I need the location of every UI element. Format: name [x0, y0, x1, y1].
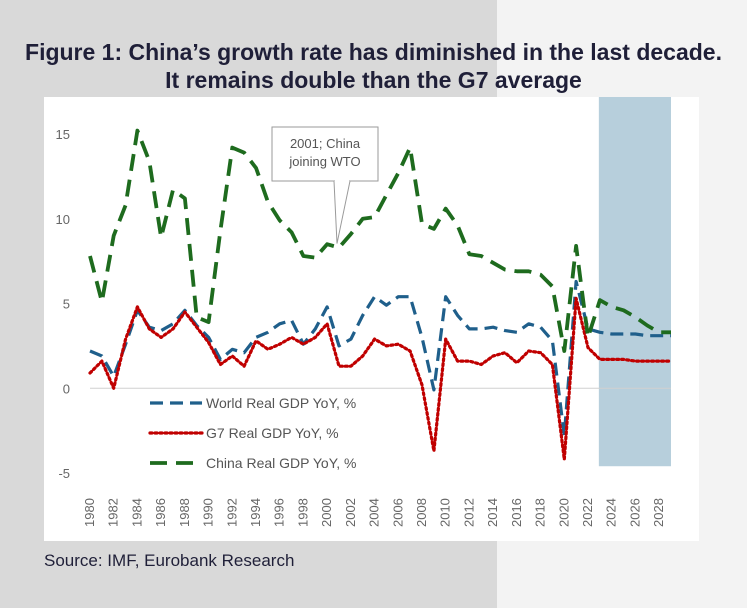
x-tick-label: 2018	[533, 498, 548, 527]
legend-label-world: World Real GDP YoY, %	[206, 395, 356, 411]
annotation-text: joining WTO	[288, 154, 360, 169]
annotation-text: 2001; China	[290, 136, 361, 151]
x-tick-label: 2016	[509, 498, 524, 527]
x-tick-label: 1992	[224, 498, 239, 527]
x-tick-label: 1990	[201, 498, 216, 527]
y-tick-label: 5	[63, 297, 70, 312]
y-tick-label: 0	[63, 381, 70, 396]
x-tick-label: 2004	[367, 498, 382, 527]
x-tick-label: 2002	[343, 498, 358, 527]
x-tick-label: 1994	[248, 498, 263, 527]
annotation-box	[271, 126, 379, 182]
x-tick-label: 2012	[461, 498, 476, 527]
legend-label-china: China Real GDP YoY, %	[206, 455, 356, 471]
legend-label-g7: G7 Real GDP YoY, %	[206, 425, 339, 441]
x-tick-label: 2010	[438, 498, 453, 527]
forecast-band	[598, 97, 671, 467]
annotation-pointer	[333, 180, 351, 244]
x-tick-label: 2024	[604, 498, 619, 527]
x-tick-label: 1996	[272, 498, 287, 527]
y-tick-label: 10	[56, 212, 70, 227]
line-chart: -5 0 5 10 15 1980 1982 1984 1986 1988 1990 1992 1994…	[56, 97, 673, 527]
source-note: Source: IMF, Eurobank Research	[44, 551, 295, 570]
x-tick-label: 1984	[129, 498, 144, 527]
x-tick-label: 1988	[177, 498, 192, 527]
x-tick-label: 2022	[580, 498, 595, 527]
series-line-g7	[88, 296, 673, 461]
x-tick-label: 1986	[153, 498, 168, 527]
x-tick-label: 2000	[319, 498, 334, 527]
x-tick-label: 2008	[414, 498, 429, 527]
x-tick-label: 2014	[485, 498, 500, 527]
x-tick-label: 1980	[82, 498, 97, 527]
chart-panel: -5 0 5 10 15 1980 1982 1984 1986 1988 1990 1992 1994…	[44, 97, 699, 541]
chart-title: Figure 1: China’s growth rate has dimini…	[25, 39, 722, 93]
x-tick-label: 1982	[106, 498, 121, 527]
x-tick-label: 2020	[556, 498, 571, 527]
x-tick-label: 2006	[390, 498, 405, 527]
y-tick-label: -5	[58, 466, 70, 481]
series-line-china	[88, 128, 671, 353]
x-tick-label: 2028	[651, 498, 666, 527]
x-tick-label: 2026	[627, 498, 642, 527]
x-tick-label: 1998	[295, 498, 310, 527]
y-tick-label: 15	[56, 127, 70, 142]
